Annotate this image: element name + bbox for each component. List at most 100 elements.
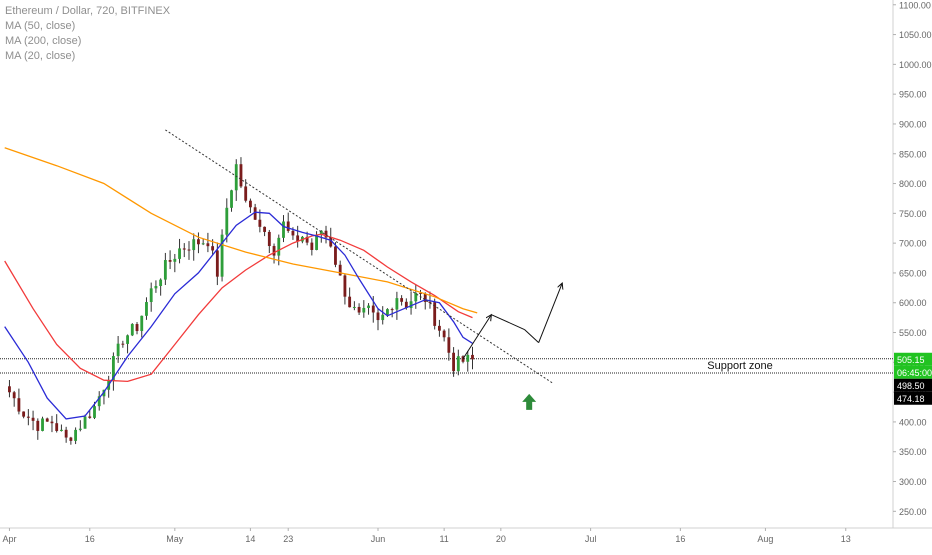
x-tick-label: Aug bbox=[757, 534, 773, 544]
candle-body bbox=[159, 279, 163, 287]
candle-body bbox=[423, 293, 427, 302]
candle-body bbox=[362, 307, 366, 313]
candle-body bbox=[324, 230, 328, 238]
candle-body bbox=[211, 246, 215, 251]
candle-body bbox=[55, 423, 59, 431]
y-tick-label: 1000.00 bbox=[899, 60, 932, 70]
candle-body bbox=[267, 231, 271, 247]
symbol-title: Ethereum / Dollar, 720, BITFINEX bbox=[5, 5, 171, 17]
x-tick-label: 16 bbox=[675, 534, 685, 544]
candle-body bbox=[45, 418, 49, 422]
candle-body bbox=[357, 306, 361, 313]
candle-body bbox=[338, 264, 342, 276]
candle-body bbox=[234, 164, 238, 191]
candle-body bbox=[149, 288, 153, 303]
legend-ma-50: MA (50, close) bbox=[5, 20, 76, 32]
candle-body bbox=[452, 352, 456, 372]
candle-body bbox=[88, 416, 92, 418]
x-tick-label: 14 bbox=[245, 534, 255, 544]
candle-body bbox=[50, 421, 54, 424]
candle-body bbox=[348, 296, 352, 308]
candle-body bbox=[78, 428, 82, 430]
moving-average-line-0 bbox=[4, 233, 473, 383]
candle-body bbox=[220, 234, 224, 277]
candle-body bbox=[404, 301, 408, 309]
candle-body bbox=[466, 354, 470, 362]
candle-body bbox=[461, 356, 465, 362]
candle-body bbox=[36, 420, 40, 431]
candle-body bbox=[130, 324, 134, 336]
legend-ma-20: MA (20, close) bbox=[5, 50, 76, 62]
candle-body bbox=[97, 396, 101, 407]
candle-body bbox=[315, 234, 318, 250]
candle-body bbox=[12, 392, 16, 399]
x-tick-label: May bbox=[166, 534, 184, 544]
candle-body bbox=[31, 417, 35, 421]
price-badge-label-1: 06:45:00 bbox=[897, 368, 932, 378]
y-tick-label: 300.00 bbox=[899, 477, 927, 487]
legend-ma-200: MA (200, close) bbox=[5, 35, 82, 47]
candle-body bbox=[442, 330, 446, 338]
price-badge-1 bbox=[894, 365, 932, 379]
candle-body bbox=[83, 416, 87, 429]
candle-body bbox=[215, 250, 219, 277]
y-tick-label: 1050.00 bbox=[899, 30, 932, 40]
y-tick-label: 550.00 bbox=[899, 328, 927, 338]
candle-body bbox=[305, 236, 309, 243]
y-tick-label: 350.00 bbox=[899, 447, 927, 457]
candle-body bbox=[197, 239, 200, 245]
candle-body bbox=[390, 309, 394, 311]
candle-body bbox=[419, 292, 422, 294]
candle-body bbox=[168, 260, 172, 262]
candle-body bbox=[17, 398, 21, 412]
candle-body bbox=[409, 301, 413, 309]
projection-segment-2 bbox=[524, 329, 539, 344]
y-tick-label: 650.00 bbox=[899, 268, 927, 278]
candle-body bbox=[343, 275, 347, 297]
chart-legend: Ethereum / Dollar, 720, BITFINEX MA (50,… bbox=[5, 4, 170, 64]
candle-body bbox=[371, 305, 375, 313]
candle-body bbox=[116, 343, 120, 357]
candle-body bbox=[187, 249, 191, 251]
y-tick-label: 950.00 bbox=[899, 90, 927, 100]
candle-body bbox=[282, 221, 285, 238]
y-tick-label: 750.00 bbox=[899, 209, 927, 219]
candle-body bbox=[319, 230, 323, 235]
candle-body bbox=[135, 324, 139, 332]
candle-body bbox=[178, 248, 181, 259]
x-tick-label: 20 bbox=[496, 534, 506, 544]
candle-body bbox=[400, 298, 404, 302]
candle-body bbox=[286, 221, 290, 231]
x-tick-label: 16 bbox=[85, 534, 95, 544]
candle-body bbox=[8, 386, 11, 393]
candle-body bbox=[258, 219, 262, 227]
candle-body bbox=[182, 248, 186, 250]
candle-body bbox=[329, 237, 333, 247]
moving-average-line-2 bbox=[4, 211, 473, 420]
candle-body bbox=[376, 312, 380, 321]
price-badge-0 bbox=[894, 352, 932, 366]
candle-body bbox=[69, 437, 73, 441]
candle-body bbox=[414, 292, 418, 302]
candle-body bbox=[173, 258, 177, 262]
candle-body bbox=[437, 325, 441, 331]
x-tick-label: Apr bbox=[2, 534, 16, 544]
candle-body bbox=[471, 354, 474, 360]
x-tick-label: 13 bbox=[841, 534, 851, 544]
x-tick-label: Jun bbox=[371, 534, 386, 544]
candle-body bbox=[456, 356, 460, 372]
candle-body bbox=[433, 302, 437, 326]
candle-body bbox=[447, 337, 451, 353]
candle-body bbox=[22, 411, 26, 417]
x-tick-label: Jul bbox=[585, 534, 597, 544]
projection-segment-0 bbox=[462, 315, 491, 360]
candle-body bbox=[140, 315, 144, 332]
y-tick-label: 800.00 bbox=[899, 179, 927, 189]
candle-body bbox=[352, 306, 356, 308]
candle-body bbox=[111, 356, 115, 381]
candle-body bbox=[239, 164, 243, 187]
y-tick-label: 400.00 bbox=[899, 417, 927, 427]
candle-body bbox=[296, 235, 300, 242]
